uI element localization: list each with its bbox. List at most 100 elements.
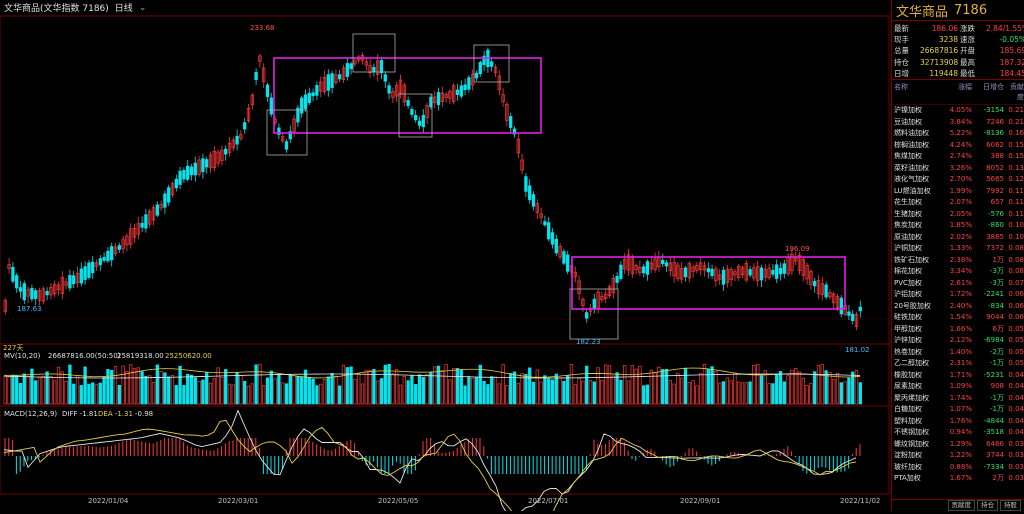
candle-body	[83, 266, 87, 280]
candle-body	[170, 183, 175, 196]
list-item-oi: -834	[988, 301, 1004, 310]
footer-tab[interactable]: 持仓	[977, 500, 998, 511]
list-item[interactable]: 热卷加权 1.40% -2万 0.05	[892, 347, 1024, 359]
list-item-change: 2.12%	[949, 336, 972, 345]
list-item[interactable]: 20号胶加权 2.40% -834 0.06	[892, 301, 1024, 313]
candle-body	[463, 84, 467, 90]
candle-body	[281, 136, 285, 142]
list-item[interactable]: 铁矿石加权 2.38% 1万 0.08	[892, 255, 1024, 267]
volume-bar	[569, 364, 574, 405]
list-item-oi: -5231	[983, 370, 1004, 379]
candle-body	[94, 262, 99, 267]
contribution-list[interactable]: 沪镍加权 4.05% -3154 0.21 豆油加权 3.84% 7246 0.21 燃料油加权…	[892, 105, 1024, 485]
footer-tab[interactable]: 持股	[1000, 500, 1021, 511]
highlight-box	[352, 33, 396, 73]
last-low-label: 181.02	[845, 346, 870, 354]
list-item-contribution: 0.15	[1008, 152, 1024, 161]
list-item[interactable]: 沪锌加权 2.12% -6984 0.05	[892, 335, 1024, 347]
volume-bar	[801, 377, 805, 405]
footer-tab[interactable]: 贡献度	[947, 500, 975, 511]
list-item[interactable]: PVC加权 2.61% -3万 0.07	[892, 278, 1024, 290]
list-item[interactable]: 棕榈油加权 4.24% 6062 0.15	[892, 140, 1024, 152]
list-column-header[interactable]: 涨幅	[958, 83, 972, 92]
list-item[interactable]: 液化气加权 2.70% 5665 0.12	[892, 174, 1024, 186]
kline-chart-area[interactable]: 233.68 187.63 196.09 182.23 181.02 227天 MV(10,…	[0, 15, 890, 514]
volume-bar	[448, 379, 452, 405]
list-item[interactable]: 菜籽油加权 3.26% 8052 0.13	[892, 163, 1024, 175]
list-item[interactable]: 焦炭加权 1.85% -860 0.10	[892, 220, 1024, 232]
list-column-header[interactable]: 名称	[894, 83, 908, 92]
list-item-oi: -3万	[990, 267, 1004, 276]
list-item[interactable]: 聚丙烯加权 1.74% -1万 0.04	[892, 393, 1024, 405]
candle-body	[121, 239, 125, 250]
candle-body	[22, 283, 26, 301]
list-item[interactable]: 尿素加权 1.09% 908 0.04	[892, 381, 1024, 393]
list-item-change: 0.88%	[949, 462, 972, 471]
chevron-down-icon[interactable]: ⌄	[138, 2, 147, 13]
list-item[interactable]: 原油加权 2.02% 3865 0.10	[892, 232, 1024, 244]
list-item[interactable]: 塑料加权 1.76% -4844 0.04	[892, 416, 1024, 428]
volume-bar	[372, 368, 376, 405]
candle-body	[296, 107, 300, 123]
list-item[interactable]: 橡胶加权 1.71% -5231 0.04	[892, 370, 1024, 382]
list-item-contribution: 0.16	[1008, 129, 1024, 138]
candle-body	[524, 176, 528, 192]
volume-bar	[699, 373, 703, 405]
list-column-header[interactable]: 贡献度	[1010, 83, 1024, 102]
candle-body	[163, 193, 167, 208]
list-item-name: 沪锌加权	[894, 336, 922, 345]
list-item-contribution: 0.05	[1008, 324, 1024, 333]
candle-body	[748, 269, 752, 276]
candle-body	[265, 84, 270, 97]
candle-body	[34, 290, 38, 299]
list-item[interactable]: 沪铜加权 1.33% 7372 0.08	[892, 243, 1024, 255]
candle-body	[558, 246, 562, 258]
list-item[interactable]: 花生加权 2.07% 657 0.11	[892, 197, 1024, 209]
list-item[interactable]: 豆油加权 3.84% 7246 0.21	[892, 117, 1024, 129]
list-item[interactable]: 焦煤加权 2.74% 388 0.15	[892, 151, 1024, 163]
quote-value: 185.69	[999, 46, 1024, 56]
candle-body	[440, 92, 444, 102]
list-item[interactable]: 生猪加权 2.05% -576 0.11	[892, 209, 1024, 221]
volume-bar	[680, 377, 684, 405]
list-item-contribution: 0.12	[1008, 175, 1024, 184]
list-item-contribution: 0.04	[1008, 416, 1024, 425]
list-item[interactable]: PTA加权 1.67% 2万 0.03	[892, 473, 1024, 485]
list-item[interactable]: 乙二醇加权 2.31% -1万 0.05	[892, 358, 1024, 370]
period-selector[interactable]: 日线	[114, 4, 133, 14]
list-item-contribution: 0.03	[1008, 474, 1024, 483]
list-item[interactable]: 淀粉加权 1.22% 3744 0.03	[892, 450, 1024, 462]
list-item[interactable]: 沪铝加权 1.72% -2241 0.06	[892, 289, 1024, 301]
list-item[interactable]: 不锈钢加权 0.94% -3518 0.04	[892, 427, 1024, 439]
list-column-header[interactable]: 日增仓	[983, 83, 1004, 92]
candle-body	[493, 66, 498, 73]
list-item[interactable]: 沪镍加权 4.05% -3154 0.21	[892, 105, 1024, 117]
list-item-contribution: 0.10	[1008, 221, 1024, 230]
list-item-oi: 657	[990, 198, 1004, 207]
list-item[interactable]: 棉花加权 3.34% -3万 0.08	[892, 266, 1024, 278]
list-item[interactable]: 螺纹钢加权 1.29% 6466 0.03	[892, 439, 1024, 451]
volume-ma10-value: 25819318.00	[117, 352, 164, 360]
list-item-name: 甲醇加权	[894, 324, 922, 333]
list-item-oi: -3万	[990, 278, 1004, 287]
list-item[interactable]: 硅铁加权 1.54% 9044 0.06	[892, 312, 1024, 324]
list-item[interactable]: 白糖加权 1.07% -1万 0.04	[892, 404, 1024, 416]
list-item[interactable]: 甲醇加权 1.66% 6万 0.05	[892, 324, 1024, 336]
list-item-contribution: 0.03	[1008, 439, 1024, 448]
list-item[interactable]: 燃料油加权 5.22% -8136 0.16	[892, 128, 1024, 140]
candle-body	[235, 135, 239, 145]
chart-svg[interactable]: 233.68 187.63 196.09 182.23 181.02 227天MV(10,…	[0, 15, 890, 514]
volume-bar	[824, 370, 828, 405]
candle-body	[239, 134, 243, 139]
volume-bar	[140, 371, 144, 405]
quote-value: 26687816	[920, 46, 959, 56]
candle-body	[79, 268, 83, 284]
volume-bar	[402, 375, 406, 405]
list-item[interactable]: LU燃油加权 1.99% 7992 0.11	[892, 186, 1024, 198]
list-item-change: 1.54%	[949, 313, 972, 322]
volume-bar	[182, 384, 186, 405]
volume-bar	[794, 368, 798, 405]
list-item-name: LU燃油加权	[894, 186, 931, 195]
list-item[interactable]: 玻纤加权 0.88% -7334 0.03	[892, 462, 1024, 474]
candle-body	[155, 204, 159, 216]
